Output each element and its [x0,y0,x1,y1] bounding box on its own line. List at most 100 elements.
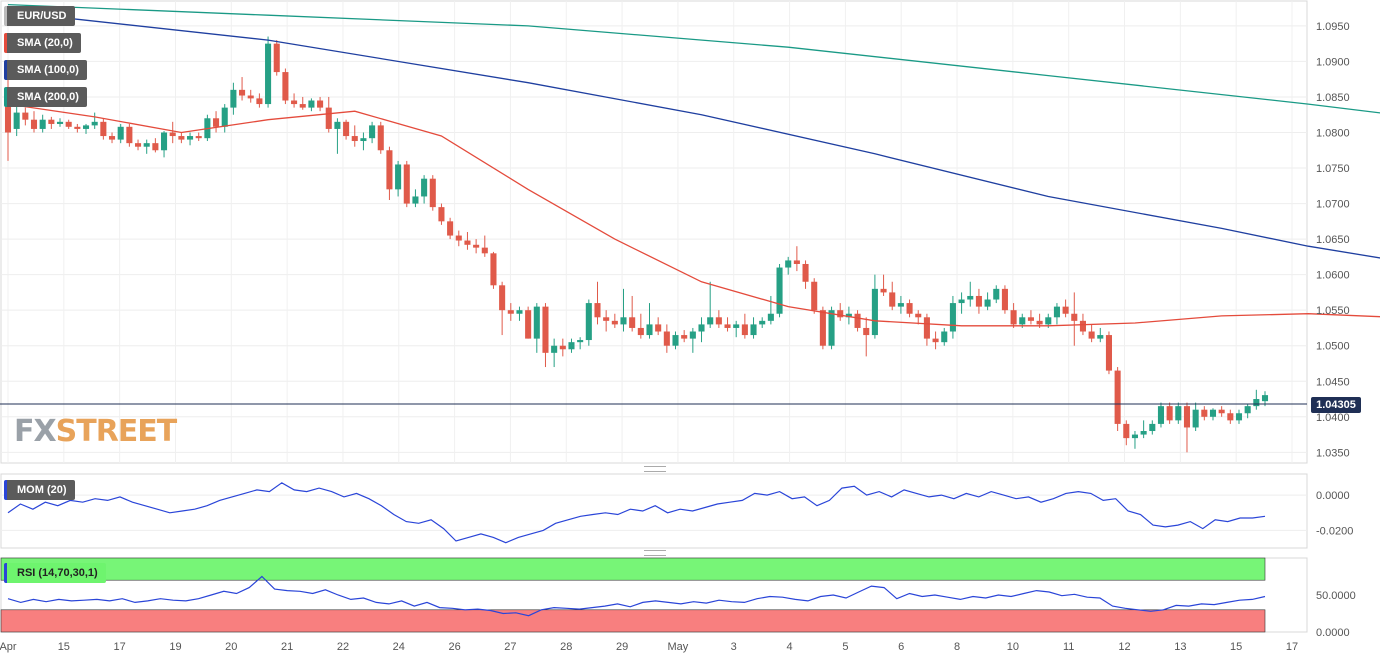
candle [941,327,948,346]
candle [863,317,870,357]
candle-body [681,335,688,339]
candle [551,338,558,368]
pane-resize-handle-2[interactable] [644,550,666,556]
sma-line [7,103,1380,327]
candle [464,232,471,250]
candle [291,93,298,108]
candle [369,121,376,144]
sma200-label[interactable]: SMA (200,0) [4,87,87,107]
momentum-pane[interactable]: 0.0000 -0.0200 [0,473,1353,549]
candle [213,111,220,133]
candle-body [759,320,766,325]
candle-body [967,295,974,300]
candle [490,251,497,289]
candle [880,274,887,296]
rsi-label[interactable]: RSI (14,70,30,1) [4,563,106,583]
candle-body [1105,335,1112,371]
candle-body [1218,409,1225,414]
candle-body [906,303,913,314]
rsi-oversold-band [0,609,1266,633]
candle-body [22,112,29,120]
candle-body [499,285,506,311]
sma-line [7,3,1380,114]
candle [325,96,332,133]
candle-body [30,119,38,129]
candle-body [369,125,376,139]
momentum-axis: 0.0000 -0.0200 [1316,490,1353,537]
candle-body [542,306,549,353]
momentum-grid [1,494,1307,531]
sma20-label[interactable]: SMA (20,0) [4,33,81,53]
candle [681,330,688,343]
candle-body [464,240,471,245]
candle-body [1201,409,1208,417]
candle [343,119,350,140]
candle [993,285,1000,304]
candle-body [932,338,939,343]
candle-body [733,324,740,328]
candle-body [1079,320,1086,332]
candle-body [1088,331,1095,339]
momentum-pane-frame [0,473,1308,549]
candle-body [1166,406,1173,421]
candle [507,303,514,321]
candle-body [299,104,306,108]
candle-body [594,303,601,318]
candle-body [663,331,670,346]
price-tick-label: 1.0550 [1316,305,1350,317]
candle-body [56,121,64,124]
candle-body [403,164,410,204]
candle [1010,303,1017,328]
candle-body [603,317,610,321]
candle-body [811,281,818,311]
rsi-pane[interactable]: 50.0000 0.0000 [0,557,1356,639]
candle-body [74,126,81,129]
candle [82,123,90,134]
candle [1123,420,1130,446]
candle [802,260,809,289]
time-tick-label: 3 [731,641,737,653]
candle-body [169,132,176,137]
pane-resize-handle-1[interactable] [644,466,666,472]
candle [646,303,653,339]
candle [819,306,826,350]
candle [1235,409,1243,424]
candle [117,123,124,144]
candle [871,274,878,339]
time-tick-label: 21 [281,641,293,653]
candle [351,125,358,147]
price-pane-frame [0,0,1308,464]
price-pane[interactable]: 1.0950 1.0900 1.0850 1.0800 1.0750 1.0700 1.06… [0,0,1380,632]
candle-body [178,136,185,140]
candle-body [256,98,263,105]
momentum-tick-label: 0.0000 [1316,490,1350,502]
candle-body [1244,406,1251,414]
candle-body [577,340,584,343]
momentum-label[interactable]: MOM (20) [4,480,75,500]
candle [542,303,549,368]
candle-body [724,324,731,328]
price-tick-label: 1.0650 [1316,234,1350,246]
candle [811,278,818,314]
candle-body [135,143,142,147]
candle [247,89,254,103]
candle-body [1036,320,1043,325]
sma100-label[interactable]: SMA (100,0) [4,60,87,80]
candle-body [187,136,194,140]
candle [1053,303,1060,325]
candle-body [689,331,696,339]
candle [1192,402,1199,432]
price-tick-label: 1.0400 [1316,412,1350,424]
candle-body [915,313,922,318]
candle-body [629,317,636,328]
candle [1218,406,1225,417]
candle-body [343,121,350,137]
candle [187,132,194,146]
candle [525,306,532,339]
rsi-axis: 50.0000 0.0000 [1316,590,1356,639]
candle-body [1045,317,1052,325]
candle-body [395,164,402,190]
rsi-tick-label: 50.0000 [1316,590,1356,602]
candle-body [265,43,272,105]
symbol-label[interactable]: EUR/USD [4,6,75,26]
